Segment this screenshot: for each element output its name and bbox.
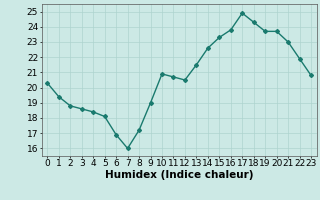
X-axis label: Humidex (Indice chaleur): Humidex (Indice chaleur) [105,170,253,180]
